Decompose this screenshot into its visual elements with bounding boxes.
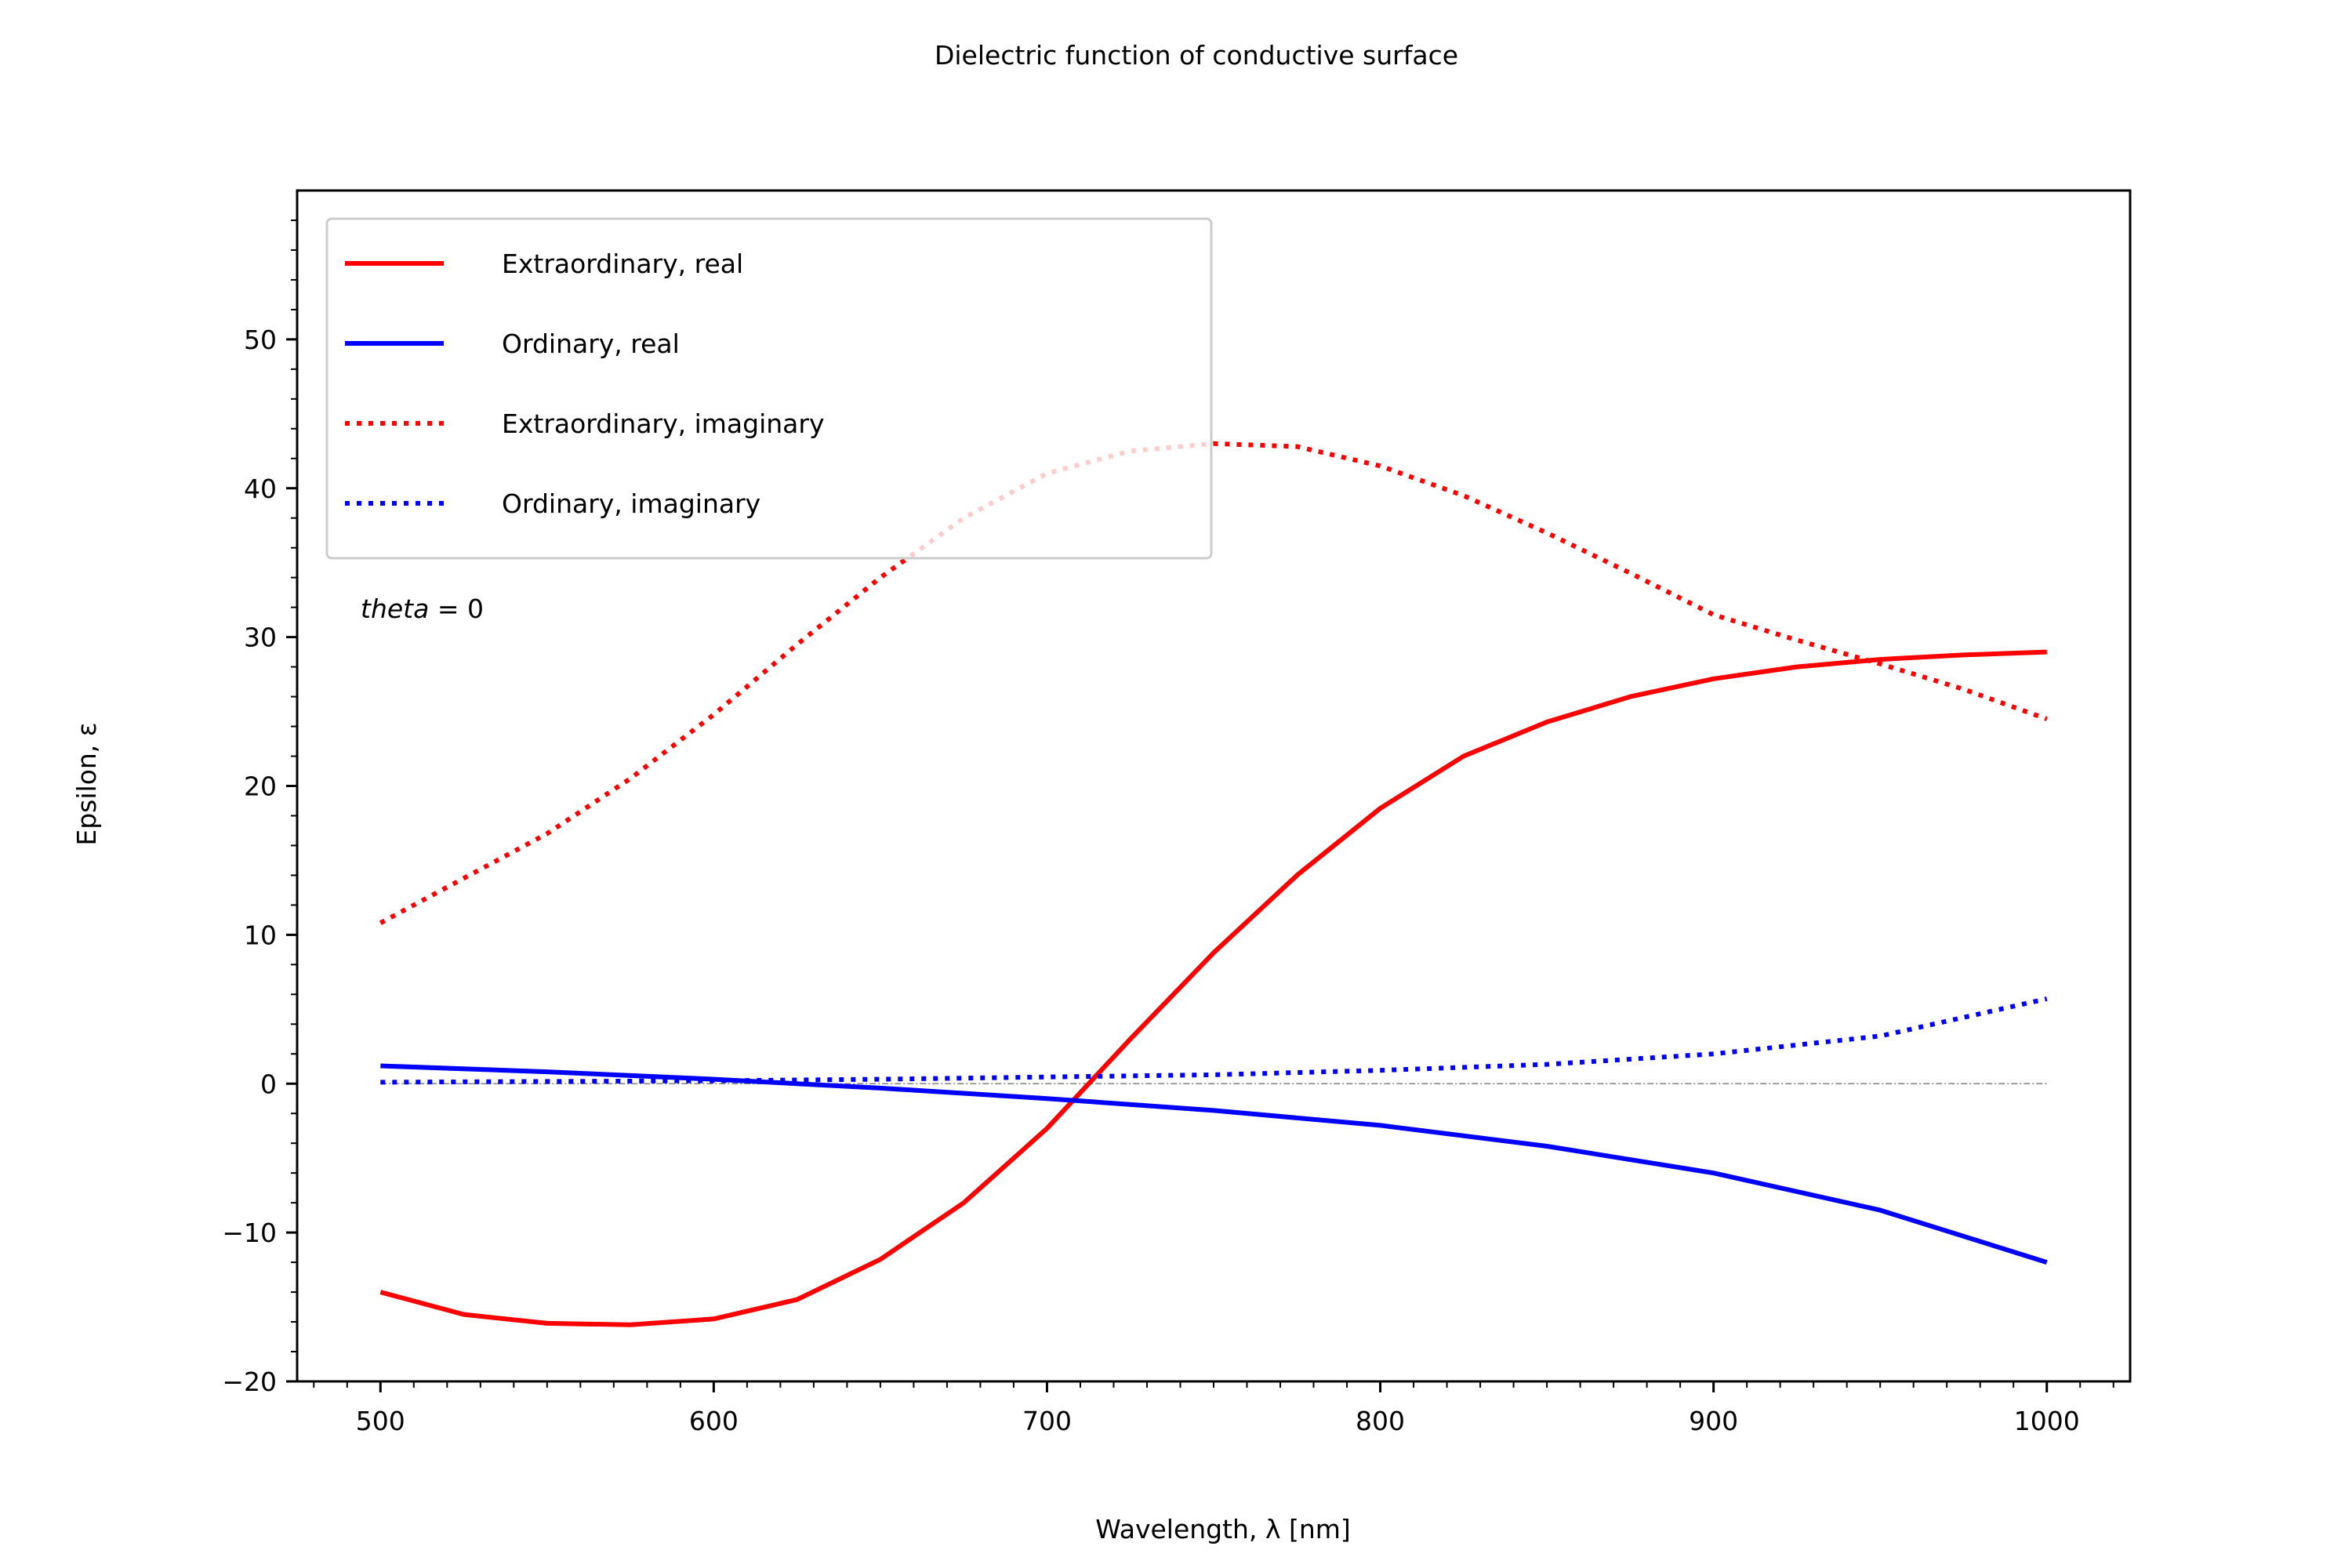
chart-title: Dielectric function of conductive surfac… [935,40,1458,71]
legend-label-2: Ordinary, real [502,328,680,359]
x-tick-label: 1000 [2014,1406,2080,1436]
y-tick-label: −20 [222,1367,277,1397]
legend-label-4: Ordinary, imaginary [502,488,760,519]
x-tick-label: 500 [356,1406,405,1436]
series-line-4 [380,996,2048,1085]
x-axis-label: Wavelength, λ [nm] [1095,1514,1351,1544]
legend-label-3: Extraordinary, imaginary [502,408,825,439]
tick-layer: 500 600 700 800 900 1000 −20 −10 0 10 20 30 40 50 [222,219,2114,1436]
theta-annotation-symbol: theta [361,593,429,624]
x-tick-label: 900 [1689,1406,1738,1436]
series-layer [379,441,2048,1327]
x-tick-label: 700 [1022,1406,1072,1436]
series-line-1 [379,649,2047,1327]
x-tick-label: 600 [689,1406,739,1436]
series-line-2 [380,1063,2048,1265]
y-tick-label: 20 [244,771,277,802]
y-tick-label: 10 [244,920,277,950]
plot-area: 500 600 700 800 900 1000 −20 −10 0 10 20 30 40 50 [222,189,2132,1436]
legend-label-1: Extraordinary, real [502,249,743,279]
y-tick-label: 40 [244,474,277,504]
y-tick-label: 0 [260,1069,277,1099]
y-tick-label: −10 [222,1218,277,1248]
legend-box [325,217,1213,560]
y-axis-label: Epsilon, ε [71,722,102,845]
theta-annotation: theta = 0 [361,593,484,624]
legend: Extraordinary, real Ordinary, real Extraor… [325,217,1213,560]
x-tick-label: 800 [1356,1406,1405,1436]
series-line-3 [379,441,2048,925]
theta-annotation-value: = 0 [429,593,484,624]
y-tick-label: 30 [244,622,277,653]
y-tick-label: 50 [244,325,277,355]
